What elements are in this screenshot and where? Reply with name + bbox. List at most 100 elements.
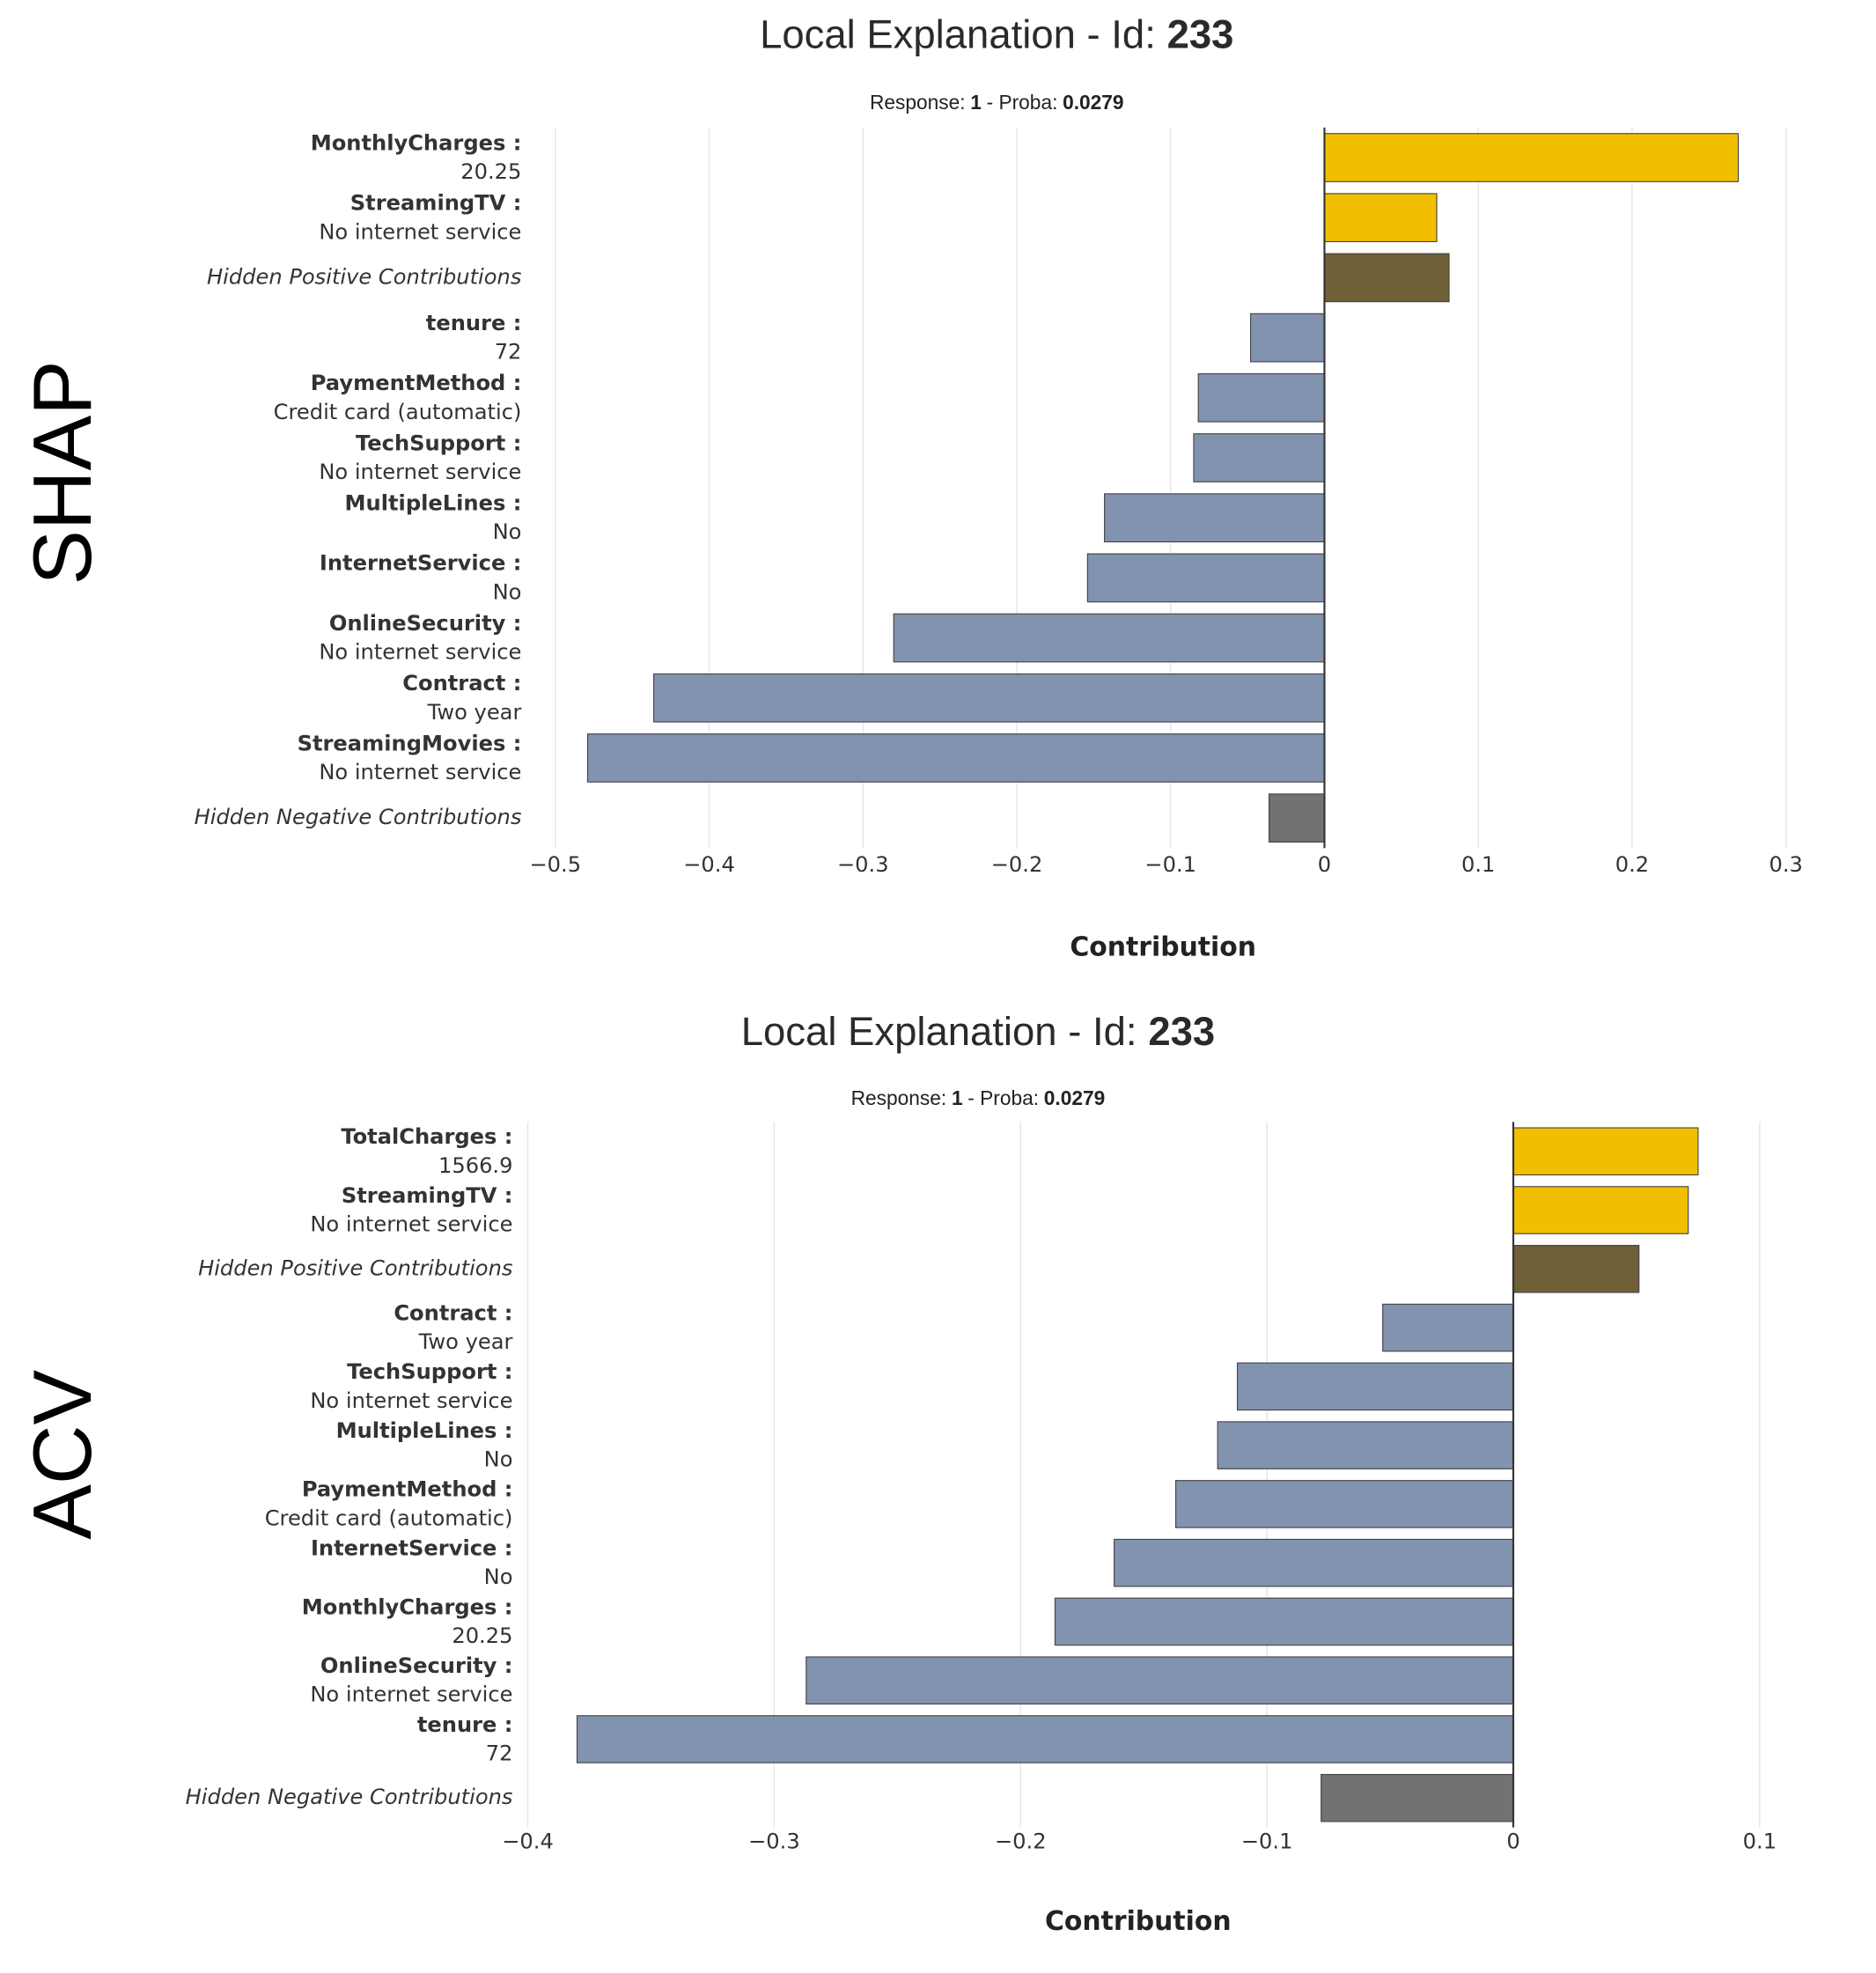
x-tick-label: −0.1: [1241, 1829, 1293, 1854]
bar: [806, 1656, 1514, 1704]
subtitle-part: 0.0279: [1044, 1086, 1106, 1109]
chart: Local Explanation - Id: 233 Response: 1- Pr…: [16, 12, 1803, 963]
feature-value: No internet service: [310, 1682, 512, 1707]
feature-value: Two year: [427, 700, 522, 725]
feature-value: No internet service: [319, 640, 521, 665]
title-text: Local Explanation - Id:: [760, 12, 1156, 57]
bar: [1114, 1538, 1514, 1587]
feature-name: TechSupport :: [347, 1359, 512, 1384]
chart-subtitle: Response: 1- Proba: 0.0279: [851, 1086, 1106, 1109]
bar: [1323, 253, 1450, 303]
bar: [653, 673, 1326, 723]
method-label: SHAP: [16, 360, 108, 585]
feature-value: No internet service: [319, 460, 521, 484]
x-tick-label: 0.1: [1461, 852, 1495, 877]
method-label: ACV: [16, 1369, 108, 1539]
feature-name: StreamingMovies :: [298, 731, 522, 755]
feature-name: MonthlyCharges :: [311, 130, 522, 155]
feature-value: Credit card (automatic): [274, 400, 522, 424]
feature-value: 20.25: [460, 159, 521, 184]
feature-name: Contract :: [394, 1300, 512, 1325]
bar: [1054, 1597, 1514, 1646]
title-id: 233: [1148, 1009, 1215, 1054]
subtitle-part: Response:: [870, 91, 966, 114]
feature-name: tenure :: [426, 311, 522, 335]
feature-value: No: [493, 579, 522, 604]
x-tick-label: −0.3: [837, 852, 889, 877]
feature-value: No internet service: [319, 219, 521, 244]
subtitle-part: - Proba:: [967, 1086, 1039, 1109]
hidden-label: Hidden Positive Contributions: [207, 264, 522, 289]
bar: [1323, 133, 1740, 182]
chart-subtitle: Response: 1- Proba: 0.0279: [870, 91, 1124, 114]
subtitle-part: 1: [952, 1086, 963, 1109]
feature-value: 72: [495, 340, 522, 364]
x-tick-label: 0: [1506, 1829, 1519, 1854]
feature-value: 1566.9: [438, 1153, 512, 1178]
feature-value: No internet service: [310, 1388, 512, 1413]
x-tick-label: 0.1: [1743, 1829, 1777, 1854]
x-axis-title: Contribution: [1070, 931, 1256, 962]
x-tick-label: 0: [1318, 852, 1331, 877]
feature-name: OnlineSecurity :: [320, 1653, 513, 1678]
feature-name: TotalCharges :: [341, 1124, 512, 1149]
bar: [1512, 1245, 1640, 1293]
feature-name: PaymentMethod :: [311, 371, 522, 395]
feature-name: OnlineSecurity :: [329, 611, 522, 636]
feature-name: MonthlyCharges :: [302, 1594, 513, 1619]
feature-name: TechSupport :: [356, 431, 521, 455]
feature-value: No internet service: [310, 1212, 512, 1237]
subtitle-part: 1: [970, 91, 982, 114]
x-tick-label: −0.2: [991, 852, 1043, 877]
feature-value: 20.25: [452, 1623, 512, 1648]
feature-value: No: [484, 1447, 513, 1472]
bar: [1197, 372, 1326, 423]
chart-title: Local Explanation - Id: 233: [760, 12, 1233, 57]
bar: [1104, 493, 1326, 543]
feature-name: InternetService :: [320, 551, 522, 576]
x-tick-label: −0.1: [1144, 852, 1196, 877]
feature-name: InternetService :: [311, 1536, 513, 1561]
feature-value: No: [484, 1564, 513, 1589]
feature-value: No internet service: [319, 760, 521, 784]
bar: [1086, 553, 1326, 603]
bar: [1217, 1421, 1514, 1469]
x-tick-label: −0.5: [529, 852, 581, 877]
feature-value: 72: [486, 1741, 513, 1766]
x-tick-label: 0.3: [1769, 852, 1803, 877]
x-tick-label: −0.4: [502, 1829, 554, 1854]
chart: Local Explanation - Id: 233 Response: 1- Pr…: [16, 1009, 1777, 1937]
feature-name: Contract :: [402, 671, 521, 696]
feature-name: tenure :: [417, 1712, 513, 1737]
x-tick-label: −0.2: [995, 1829, 1047, 1854]
x-tick-label: −0.4: [683, 852, 735, 877]
hidden-label: Hidden Positive Contributions: [198, 1255, 513, 1280]
title-id: 233: [1167, 12, 1234, 57]
bar: [1512, 1127, 1699, 1176]
subtitle-part: - Proba:: [987, 91, 1058, 114]
feature-name: MultipleLines :: [345, 491, 522, 516]
title-text: Local Explanation - Id:: [741, 1009, 1137, 1054]
feature-name: MultipleLines :: [336, 1418, 513, 1443]
bar: [1250, 313, 1326, 363]
feature-name: StreamingTV :: [342, 1183, 513, 1208]
feature-name: PaymentMethod :: [302, 1477, 513, 1502]
x-axis-title: Contribution: [1045, 1906, 1232, 1937]
subtitle-part: 0.0279: [1063, 91, 1124, 114]
feature-value: Two year: [418, 1329, 513, 1354]
bar: [1175, 1480, 1514, 1528]
bar: [586, 733, 1326, 783]
bar: [1321, 1773, 1514, 1822]
bar: [1323, 193, 1438, 243]
chart-title: Local Explanation - Id: 233: [741, 1009, 1215, 1054]
bar: [1193, 433, 1326, 482]
x-tick-label: 0.2: [1615, 852, 1649, 877]
bar: [576, 1715, 1514, 1763]
feature-value: Credit card (automatic): [265, 1506, 513, 1530]
feature-name: StreamingTV :: [350, 191, 522, 216]
hidden-label: Hidden Negative Contributions: [186, 1785, 513, 1809]
bar: [893, 613, 1326, 663]
bar: [1269, 793, 1326, 843]
bar: [1236, 1362, 1514, 1411]
